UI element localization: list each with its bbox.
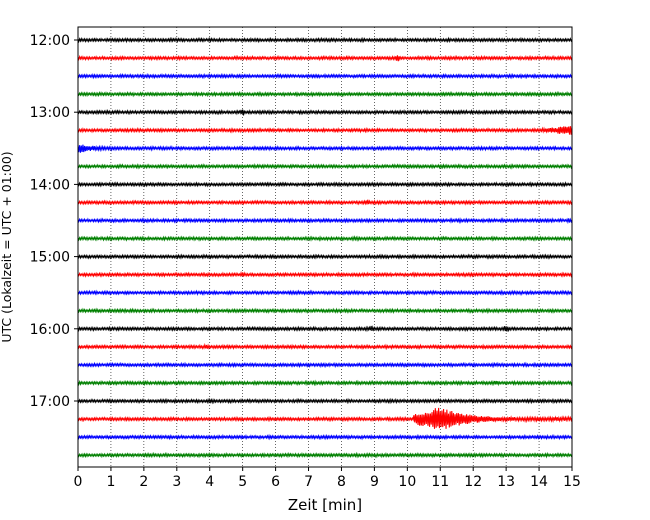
x-tick-label-0: 0 (74, 474, 83, 490)
y-tick-label-2: 14:00 (30, 177, 70, 193)
x-tick-label-12: 12 (464, 474, 482, 490)
trace-row-15 (77, 307, 573, 315)
trace-row-8 (77, 181, 573, 188)
trace-row-17 (77, 342, 573, 351)
y-tick-label-5: 17:00 (30, 394, 70, 410)
trace-row-1 (77, 54, 573, 62)
x-tick-label-15: 15 (563, 474, 581, 490)
trace-row-10 (77, 217, 573, 225)
y-tick-label-1: 13:00 (30, 105, 70, 121)
x-tick-label-13: 13 (497, 474, 515, 490)
x-axis-label: Zeit [min] (288, 496, 362, 514)
x-tick-label-10: 10 (398, 474, 416, 490)
x-tick-label-2: 2 (139, 474, 148, 490)
trace-row-6 (77, 144, 573, 153)
trace-row-12 (77, 253, 573, 260)
x-tick-label-14: 14 (530, 474, 548, 490)
trace-row-11 (77, 235, 573, 242)
x-axis-ticks: 0 1 2 3 4 5 6 7 8 9 10 11 12 13 14 15 (74, 467, 581, 490)
x-tick-label-5: 5 (238, 474, 247, 490)
plot-frame (77, 26, 573, 468)
trace-row-4 (77, 108, 573, 116)
trace-row-14 (77, 289, 573, 297)
trace-row-19 (77, 379, 573, 387)
trace-row-3 (77, 90, 573, 98)
y-tick-label-4: 16:00 (30, 322, 70, 338)
trace-row-9 (77, 199, 573, 206)
x-tick-label-11: 11 (431, 474, 449, 490)
trace-row-23 (77, 451, 573, 459)
trace-row-16 (77, 325, 573, 333)
x-tick-label-9: 9 (370, 474, 379, 490)
x-tick-label-8: 8 (337, 474, 346, 490)
trace-row-13 (77, 270, 573, 278)
y-tick-label-0: 12:00 (30, 33, 70, 49)
trace-row-7 (77, 163, 573, 170)
trace-row-18 (77, 361, 573, 369)
x-tick-label-1: 1 (106, 474, 115, 490)
x-tick-label-7: 7 (304, 474, 313, 490)
trace-layer (77, 36, 573, 459)
y-tick-label-3: 15:00 (30, 250, 70, 266)
y-axis-ticks: 12:00 13:00 14:00 15:00 16:00 17:00 (30, 33, 78, 410)
trace-row-0 (77, 36, 573, 44)
grid-layer (110, 27, 540, 467)
y-axis-label: UTC (Lokalzeit = UTC + 01:00) (0, 151, 14, 342)
trace-row-2 (77, 72, 573, 80)
trace-row-5 (77, 126, 573, 135)
trace-row-21 (77, 407, 573, 429)
x-tick-label-3: 3 (172, 474, 181, 490)
x-tick-label-4: 4 (205, 474, 214, 490)
x-tick-label-6: 6 (271, 474, 280, 490)
trace-row-20 (77, 397, 573, 405)
trace-row-22 (77, 433, 573, 441)
